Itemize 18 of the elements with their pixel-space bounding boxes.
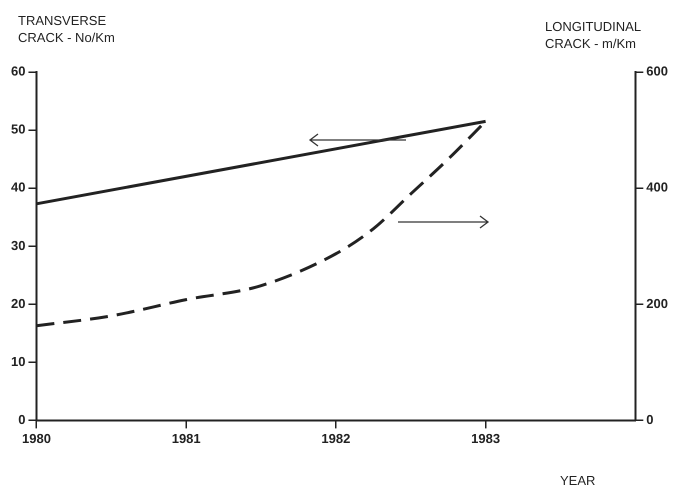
y2-tick-label: 200 [646, 296, 668, 311]
y-tick-label: 20 [10, 296, 26, 311]
y-tick-label: 60 [10, 64, 26, 79]
x-tick-label: 1980 [22, 430, 51, 446]
x-tick-label: 1982 [321, 430, 350, 446]
x-tick-label: 1983 [471, 430, 500, 446]
y-tick-label: 0 [18, 412, 26, 427]
y-tick-label: 40 [10, 180, 26, 195]
y-tick-label: 10 [10, 354, 26, 369]
x-tick-label: 1981 [172, 430, 201, 446]
y-tick-label: 30 [10, 238, 26, 253]
y2-tick-label: 0 [646, 412, 654, 427]
y2-tick-label: 600 [646, 64, 668, 79]
y2-axis-title: LONGITUDINAL CRACK - m/Km [545, 18, 642, 52]
y2-tick-label: 400 [646, 180, 668, 195]
y-tick-label: 50 [10, 122, 26, 137]
x-axis-title: YEAR [560, 472, 596, 489]
y-axis-title: TRANSVERSE CRACK - No/Km [18, 12, 116, 46]
